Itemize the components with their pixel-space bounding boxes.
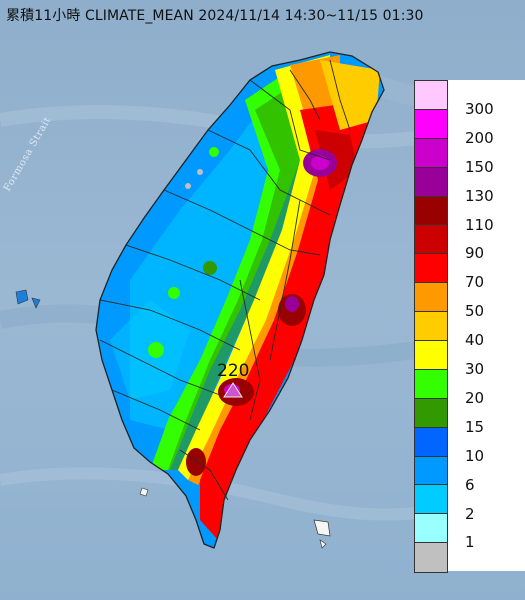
- legend-label: 30: [465, 360, 485, 378]
- legend-label: 2: [465, 504, 475, 523]
- legend-label: 1: [465, 533, 475, 552]
- legend-label: 70: [465, 273, 485, 292]
- legend-swatch: [415, 254, 447, 284]
- legend-swatch: [415, 514, 447, 544]
- legend-label: 50: [465, 302, 485, 321]
- legend-label: 20: [465, 388, 485, 407]
- legend-swatch: [415, 225, 447, 255]
- legend-swatch: [415, 196, 447, 226]
- legend-label: 90: [465, 244, 485, 263]
- legend-swatch: [415, 456, 447, 486]
- legend-swatch: [415, 312, 447, 342]
- max-rainfall-marker: [223, 382, 243, 398]
- legend-swatch: [415, 341, 447, 370]
- legend-background: [447, 80, 525, 571]
- legend-color-bar: [414, 80, 448, 574]
- legend-swatch: [415, 109, 447, 139]
- map-title: 累積11小時 CLIMATE_MEAN 2024/11/14 14:30~11/…: [6, 8, 424, 24]
- legend-label: 6: [465, 475, 475, 494]
- legend-label: 300: [465, 99, 494, 118]
- legend-label: 150: [465, 157, 494, 176]
- legend-label: 15: [465, 417, 485, 436]
- outlying-islands: [15, 289, 331, 549]
- max-rainfall-value: 220: [217, 361, 250, 381]
- legend-swatch: [415, 81, 447, 110]
- legend-label: 10: [465, 446, 485, 465]
- legend-swatch: [415, 427, 447, 457]
- county-boundaries: [99, 59, 351, 501]
- legend-label: 200: [465, 128, 494, 147]
- legend-swatch: [415, 543, 447, 573]
- legend-swatch: [415, 369, 447, 399]
- legend-swatch: [415, 167, 447, 197]
- legend-swatch: [415, 283, 447, 313]
- legend-label: 130: [465, 186, 494, 205]
- legend-swatch: [415, 138, 447, 168]
- legend-label: 40: [465, 331, 485, 350]
- legend-label: 110: [465, 215, 494, 234]
- legend-swatch: [415, 398, 447, 428]
- legend-swatch: [415, 485, 447, 515]
